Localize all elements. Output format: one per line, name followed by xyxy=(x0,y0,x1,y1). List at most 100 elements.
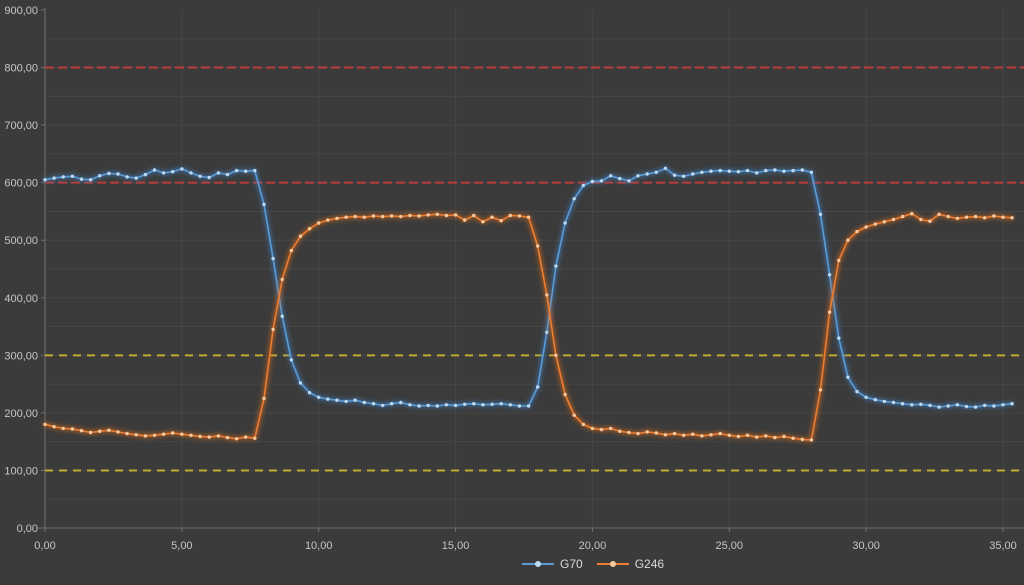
series-marker-G246 xyxy=(262,396,266,401)
series-marker-G246 xyxy=(855,229,859,234)
series-marker-G70 xyxy=(408,403,412,407)
series-marker-G70 xyxy=(1001,403,1005,407)
series-marker-G246 xyxy=(526,215,531,219)
series-marker-G246 xyxy=(344,215,348,219)
series-marker-G246 xyxy=(818,388,823,392)
series-marker-G246 xyxy=(983,216,987,220)
series-marker-G246 xyxy=(107,428,111,432)
series-marker-G246 xyxy=(1001,215,1005,219)
series-marker-G70 xyxy=(180,167,184,171)
legend-item-g246[interactable]: G246 xyxy=(596,558,664,570)
series-marker-G246 xyxy=(700,434,704,438)
series-marker-G246 xyxy=(79,429,84,433)
series-marker-G246 xyxy=(180,432,184,436)
series-marker-G70 xyxy=(298,381,303,385)
series-marker-G246 xyxy=(298,234,303,238)
series-marker-G246 xyxy=(271,327,275,332)
y-tick-label: 900,00 xyxy=(4,5,38,17)
series-marker-G246 xyxy=(709,433,713,437)
series-marker-G246 xyxy=(755,435,759,439)
series-marker-G70 xyxy=(910,403,914,407)
series-marker-G246 xyxy=(572,413,576,417)
series-marker-G246 xyxy=(289,248,293,253)
series-marker-G70 xyxy=(171,170,175,174)
series-marker-G246 xyxy=(672,431,677,436)
series-marker-G246 xyxy=(682,433,686,437)
series-marker-G70 xyxy=(499,402,503,406)
series-marker-G246 xyxy=(399,214,403,219)
series-marker-G70 xyxy=(399,400,403,405)
series-marker-G246 xyxy=(636,431,640,436)
series-marker-G246 xyxy=(453,213,458,217)
series-marker-G70 xyxy=(490,402,494,406)
series-marker-G70 xyxy=(198,174,202,178)
series-marker-G246 xyxy=(408,213,412,218)
series-marker-G246 xyxy=(873,222,877,226)
y-tick-label: 700,00 xyxy=(4,120,38,132)
series-marker-G246 xyxy=(61,426,65,431)
series-marker-G70 xyxy=(453,403,458,408)
series-marker-G70 xyxy=(116,172,120,176)
series-marker-G246 xyxy=(499,219,503,223)
series-marker-G246 xyxy=(554,353,558,357)
series-marker-G246 xyxy=(189,433,193,437)
series-marker-G70 xyxy=(964,404,969,409)
x-tick-label: 20,00 xyxy=(579,540,607,552)
series-marker-G70 xyxy=(417,404,421,408)
series-marker-G70 xyxy=(280,314,284,318)
series-marker-G70 xyxy=(928,403,932,408)
series-marker-G246 xyxy=(955,216,960,221)
series-marker-G246 xyxy=(143,434,148,438)
series-marker-G70 xyxy=(645,172,649,176)
series-marker-G70 xyxy=(253,168,257,173)
series-marker-G70 xyxy=(380,403,385,408)
series-marker-G246 xyxy=(800,437,804,442)
series-marker-G246 xyxy=(517,214,522,218)
series-marker-G246 xyxy=(654,431,658,435)
series-marker-G246 xyxy=(946,214,950,219)
series-marker-G70 xyxy=(563,221,567,225)
y-tick-label: 400,00 xyxy=(4,293,38,305)
series-marker-G70 xyxy=(262,202,266,207)
series-marker-G70 xyxy=(627,179,631,183)
y-tick-label: 800,00 xyxy=(4,63,38,75)
series-marker-G246 xyxy=(773,435,777,440)
series-marker-G70 xyxy=(599,179,604,183)
series-line-G70 xyxy=(44,167,1013,408)
series-glow-G70 xyxy=(42,165,1015,410)
series-marker-G246 xyxy=(609,426,613,431)
series-marker-G246 xyxy=(782,434,786,439)
series-marker-G246 xyxy=(390,214,394,218)
series-marker-G70 xyxy=(882,399,887,404)
series-marker-G246 xyxy=(472,213,476,218)
series-marker-G70 xyxy=(682,174,686,178)
series-marker-G70 xyxy=(609,174,613,178)
series-marker-G70 xyxy=(444,403,449,407)
series-marker-G70 xyxy=(691,172,695,176)
series-marker-G246 xyxy=(599,427,604,432)
series-marker-G246 xyxy=(919,217,923,222)
series-marker-G246 xyxy=(463,218,467,222)
series-marker-G70 xyxy=(727,169,731,173)
y-tick-label: 0,00 xyxy=(17,523,38,535)
series-marker-G246 xyxy=(362,215,366,219)
series-marker-G246 xyxy=(70,427,75,431)
series-marker-G246 xyxy=(718,431,722,436)
series-marker-G246 xyxy=(171,431,175,435)
series-marker-G246 xyxy=(435,212,439,216)
series-marker-G70 xyxy=(125,175,129,179)
series-marker-G70 xyxy=(855,389,859,394)
series-marker-G70 xyxy=(134,176,138,180)
series-marker-G246 xyxy=(88,430,93,435)
series-marker-G70 xyxy=(43,178,47,182)
series-marker-G246 xyxy=(581,422,585,427)
legend-item-g70[interactable]: G70 xyxy=(522,558,583,570)
series-marker-G246 xyxy=(1010,216,1014,220)
series-marker-G70 xyxy=(79,177,84,181)
y-tick-label: 300,00 xyxy=(4,350,38,362)
series-marker-G246 xyxy=(563,392,567,397)
series-marker-G246 xyxy=(371,214,376,218)
series-marker-G70 xyxy=(891,400,896,405)
series-marker-G246 xyxy=(910,212,914,216)
